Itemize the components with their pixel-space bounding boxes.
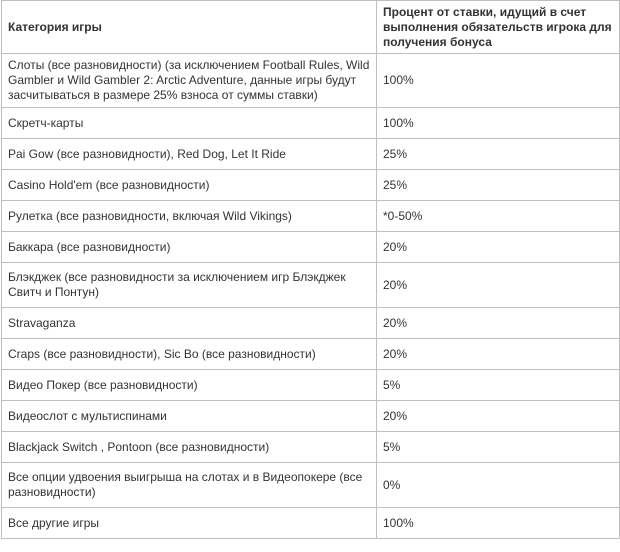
table-row: Blackjack Switch , Pontoon (все разновид… — [1, 431, 620, 463]
table-row: Craps (все разновидности), Sic Bo (все р… — [1, 338, 620, 370]
wagering-contribution-table: Категория игры Процент от ставки, идущий… — [1, 0, 620, 539]
contribution-percent-cell: 20% — [376, 231, 620, 263]
game-category-cell: Слоты (все разновидности) (за исключение… — [1, 53, 377, 108]
contribution-percent-cell: 5% — [376, 431, 620, 463]
table-row: Pai Gow (все разновидности), Red Dog, Le… — [1, 138, 620, 170]
table-row: Блэкджек (все разновидности за исключени… — [1, 262, 620, 308]
table-row: Casino Hold'em (все разновидности) 25% — [1, 169, 620, 201]
contribution-percent-cell: 20% — [376, 400, 620, 432]
game-category-cell: Видеослот с мультиспинами — [1, 400, 377, 432]
table-row: Скретч-карты 100% — [1, 107, 620, 139]
game-category-cell: Stravaganza — [1, 307, 377, 339]
contribution-percent-cell: 20% — [376, 262, 620, 308]
contribution-percent-cell: 5% — [376, 369, 620, 401]
contribution-percent-cell: 20% — [376, 338, 620, 370]
game-category-cell: Craps (все разновидности), Sic Bo (все р… — [1, 338, 377, 370]
game-category-cell: Pai Gow (все разновидности), Red Dog, Le… — [1, 138, 377, 170]
contribution-percent-cell: 100% — [376, 53, 620, 108]
contribution-percent-cell: 0% — [376, 462, 620, 508]
contribution-percent-cell: 100% — [376, 107, 620, 139]
contribution-percent-cell: 25% — [376, 169, 620, 201]
game-category-cell: Видео Покер (все разновидности) — [1, 369, 377, 401]
table-row: Рулетка (все разновидности, включая Wild… — [1, 200, 620, 232]
contribution-percent-cell: 25% — [376, 138, 620, 170]
game-category-cell: Рулетка (все разновидности, включая Wild… — [1, 200, 377, 232]
contribution-percent-cell: 20% — [376, 307, 620, 339]
game-category-cell: Casino Hold'em (все разновидности) — [1, 169, 377, 201]
table-row: Видео Покер (все разновидности) 5% — [1, 369, 620, 401]
table-row: Все опции удвоения выигрыша на слотах и … — [1, 462, 620, 508]
game-category-cell: Blackjack Switch , Pontoon (все разновид… — [1, 431, 377, 463]
game-category-cell: Баккара (все разновидности) — [1, 231, 377, 263]
game-category-cell: Все опции удвоения выигрыша на слотах и … — [1, 462, 377, 508]
contribution-percent-cell: *0-50% — [376, 200, 620, 232]
header-contribution-percent: Процент от ставки, идущий в счет выполне… — [376, 0, 620, 54]
table-row: Все другие игры 100% — [1, 507, 620, 539]
header-game-category: Категория игры — [1, 0, 377, 54]
game-category-cell: Все другие игры — [1, 507, 377, 539]
contribution-percent-cell: 100% — [376, 507, 620, 539]
game-category-cell: Блэкджек (все разновидности за исключени… — [1, 262, 377, 308]
table-row: Видеослот с мультиспинами 20% — [1, 400, 620, 432]
table-row: Stravaganza 20% — [1, 307, 620, 339]
game-category-cell: Скретч-карты — [1, 107, 377, 139]
table-row: Слоты (все разновидности) (за исключение… — [1, 53, 620, 108]
table-header-row: Категория игры Процент от ставки, идущий… — [1, 0, 620, 54]
table-row: Баккара (все разновидности) 20% — [1, 231, 620, 263]
